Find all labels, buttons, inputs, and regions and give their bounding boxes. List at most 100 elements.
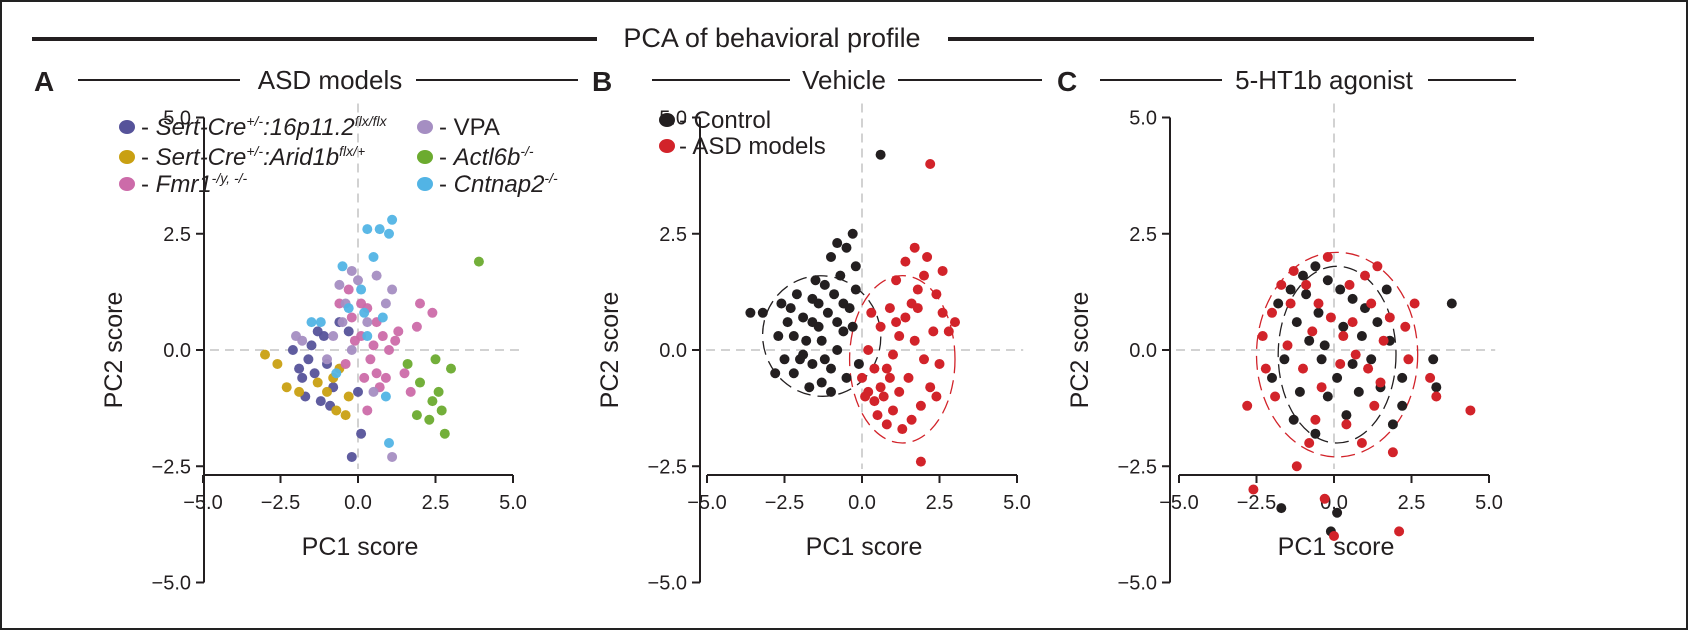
data-point-control	[826, 363, 836, 374]
x-tick-label: −2.5	[765, 492, 804, 514]
data-point-sert-16p	[346, 451, 357, 462]
data-point-control	[875, 149, 886, 160]
data-point-cntnap2	[359, 307, 370, 318]
data-point-control	[1338, 321, 1349, 332]
data-point-asd	[869, 396, 880, 407]
y-axis-label: PC2 score	[596, 292, 624, 409]
data-point-control	[832, 238, 843, 249]
data-point-asd	[1387, 447, 1398, 458]
data-point-cntnap2	[368, 252, 379, 262]
data-point-asd	[1285, 298, 1296, 309]
data-point-vpa	[322, 354, 332, 365]
legend-label-cntnap2: - Cntnap2-/-	[439, 170, 558, 198]
figure-title: PCA of behavioral profile	[623, 23, 920, 53]
data-point-asd	[875, 321, 886, 332]
data-point-asd	[872, 410, 883, 421]
data-point-asd	[922, 252, 933, 262]
data-point-control	[801, 335, 812, 346]
data-point-vpa	[371, 270, 382, 281]
data-point-actl6b	[439, 428, 450, 439]
data-point-control	[1428, 354, 1439, 365]
data-point-control	[1304, 335, 1315, 346]
y-tick-label: −2.5	[152, 456, 191, 478]
data-point-control	[810, 275, 821, 286]
data-point-asd	[1375, 377, 1386, 388]
data-point-fmr1	[399, 368, 410, 379]
data-point-asd	[1366, 298, 1377, 309]
x-tick-label: −2.5	[261, 492, 300, 514]
panel-a-plot: −5.0 −2.5 0.0 2.5 5.0 −5.0 −2.5 0.0 2.5 5.0 PC1 sc…	[100, 103, 527, 595]
data-point-control	[1356, 331, 1367, 342]
data-point-asd	[1260, 363, 1271, 374]
data-point-vpa	[346, 265, 357, 276]
data-point-fmr1	[415, 298, 425, 309]
data-point-asd	[860, 391, 871, 402]
data-point-control	[826, 252, 836, 262]
data-point-cntnap2	[384, 438, 394, 448]
data-point-asd	[891, 275, 902, 286]
data-point-cntnap2	[331, 368, 342, 379]
data-point-asd	[1360, 270, 1370, 281]
data-point-asd	[919, 354, 929, 365]
data-point-asd	[1291, 461, 1302, 472]
data-point-asd	[943, 326, 954, 337]
data-point-asd	[1307, 326, 1318, 337]
data-point-asd	[1394, 526, 1405, 537]
data-point-asd	[1403, 354, 1414, 365]
data-point-fmr1	[405, 386, 416, 397]
data-point-sert-16p	[353, 386, 363, 397]
data-point-sert-16p	[294, 363, 305, 374]
data-point-control	[1294, 386, 1305, 397]
data-point-asd	[950, 317, 960, 328]
data-point-control	[835, 270, 846, 281]
data-point-control	[1372, 317, 1383, 328]
data-point-asd	[888, 405, 898, 416]
confidence-ellipse-asd	[1255, 251, 1419, 458]
data-point-asd	[888, 349, 898, 360]
y-tick-label: −5.0	[648, 573, 687, 595]
data-point-cntnap2	[343, 303, 354, 314]
data-point-asd	[1248, 484, 1259, 495]
legend-marker-vpa	[417, 120, 433, 134]
data-point-sert-arid	[281, 382, 292, 393]
y-tick-label: 2.5	[163, 224, 191, 246]
data-point-asd	[1384, 312, 1395, 323]
data-point-fmr1	[390, 335, 401, 346]
data-point-sert-arid	[331, 405, 342, 416]
data-point-asd	[934, 358, 945, 369]
x-tick-label: 0.0	[848, 492, 876, 514]
data-point-control	[1285, 284, 1296, 295]
data-point-control	[807, 358, 818, 369]
data-point-control	[1310, 261, 1321, 272]
confidence-ellipse-asd	[848, 274, 956, 444]
data-point-vpa	[337, 317, 348, 328]
y-tick-label: −5.0	[152, 573, 191, 595]
data-point-actl6b	[433, 386, 444, 397]
data-point-control	[1279, 354, 1290, 365]
legend-marker-fmr1	[119, 177, 135, 191]
data-point-control	[1353, 386, 1364, 397]
data-point-asd	[931, 289, 942, 300]
data-point-vpa	[328, 331, 339, 342]
data-point-control	[1332, 507, 1343, 518]
data-point-asd	[1335, 358, 1346, 369]
data-point-control	[1341, 410, 1352, 421]
data-point-control	[1335, 284, 1346, 295]
data-point-control	[850, 261, 861, 272]
data-point-control	[773, 331, 784, 342]
data-point-control	[788, 331, 799, 342]
x-tick-label: 0.0	[344, 492, 372, 514]
data-point-actl6b	[402, 358, 413, 369]
data-point-sert-arid	[322, 386, 332, 397]
data-point-vpa	[297, 335, 308, 346]
data-point-asd	[903, 372, 914, 383]
data-point-asd	[1282, 340, 1293, 351]
data-point-fmr1	[384, 345, 394, 355]
data-point-asd	[925, 382, 936, 393]
y-tick-label: 2.5	[659, 224, 687, 246]
legend-marker-cntnap2	[417, 177, 433, 191]
data-point-sert-arid	[340, 410, 351, 421]
data-point-fmr1	[362, 405, 373, 416]
data-point-asd	[1322, 252, 1333, 262]
